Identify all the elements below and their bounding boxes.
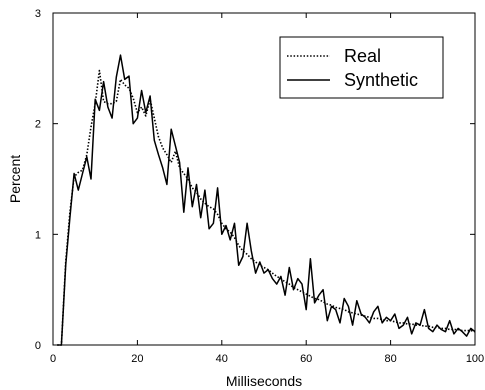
y-tick-label: 0 (35, 340, 41, 352)
series-line-synthetic (57, 54, 476, 346)
x-tick-label: 40 (216, 353, 228, 365)
x-tick-label: 20 (131, 353, 143, 365)
plot-area-frame (52, 12, 476, 346)
x-tick-label: 0 (50, 353, 56, 365)
legend-label-synthetic: Synthetic (344, 70, 418, 90)
x-axis-title: Milliseconds (226, 373, 302, 389)
x-tick-label: 60 (300, 353, 312, 365)
x-tick-label: 100 (466, 353, 484, 365)
axis-ticks: 0 20 40 60 80 100 0 1 2 3 (35, 8, 484, 365)
y-tick-label: 2 (35, 119, 41, 131)
series-line-real (57, 69, 476, 346)
y-axis-title: Percent (7, 155, 23, 203)
series-layer (57, 54, 476, 346)
x-tick-label: 80 (384, 353, 396, 365)
y-tick-label: 3 (35, 8, 41, 20)
y-tick-label: 1 (35, 229, 41, 241)
legend-label-real: Real (344, 46, 381, 66)
legend: Real Synthetic (279, 36, 444, 99)
legend-box (279, 36, 444, 99)
